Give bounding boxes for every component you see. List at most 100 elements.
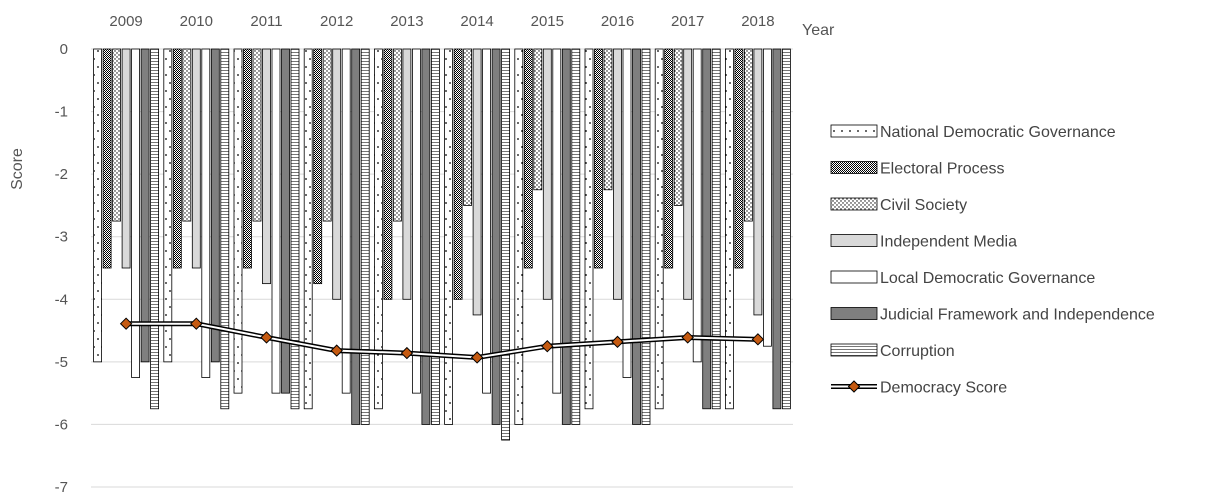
bar-judicial-framework-and-independence-2018 — [772, 48, 782, 410]
bar-electoral-process-2009 — [102, 48, 112, 269]
bar-local-democratic-governance-2015 — [552, 48, 562, 394]
bar-judicial-framework-and-independence-2014 — [491, 48, 501, 425]
bar-judicial-framework-and-independence-2015 — [561, 48, 571, 425]
democracy-score-point-2010 — [190, 317, 203, 330]
y-tick-label: -1 — [55, 104, 68, 121]
democracy-score-point-2015 — [541, 340, 554, 353]
bar-independent-media-2012 — [332, 48, 342, 300]
legend-swatch — [830, 307, 878, 320]
bar-judicial-framework-and-independence-2011 — [281, 48, 290, 394]
bar-independent-media-2010 — [191, 48, 201, 269]
bar-national-democratic-governance-2018 — [725, 48, 734, 410]
bar-judicial-framework-and-independence-2010 — [210, 48, 220, 363]
x-tick-label: 2015 — [531, 13, 564, 30]
democracy-score-point-2016 — [611, 335, 624, 349]
bar-judicial-framework-and-independence-2009 — [140, 48, 150, 363]
x-tick-labels: 2009 2010 2011 2012 2013 2014 2015 2016 2017 2018 — [109, 13, 774, 30]
democracy-score-point-2012 — [330, 344, 343, 357]
bar-independent-media-2014 — [472, 48, 482, 316]
legend: National Democratic Governance Electoral … — [830, 124, 1155, 397]
bar-judicial-framework-and-independence-2013 — [421, 48, 431, 425]
y-tick-label: -2 — [55, 166, 68, 183]
bar-national-democratic-governance-2017 — [654, 48, 664, 410]
bar-national-democratic-governance-2011 — [233, 48, 243, 394]
legend-swatch — [830, 234, 878, 247]
bar-corruption-2017 — [711, 48, 721, 410]
y-tick-label: -4 — [55, 291, 68, 308]
bar-corruption-2011 — [290, 48, 300, 410]
bar-corruption-2012 — [360, 48, 370, 425]
bar-national-democratic-governance-2015 — [514, 48, 524, 425]
bar-civil-society-2010 — [182, 48, 192, 222]
x-tick-label: 2009 — [109, 13, 142, 30]
bar-corruption-2015 — [571, 48, 581, 425]
x-tick-label: 2014 — [460, 13, 493, 30]
bar-electoral-process-2010 — [172, 48, 182, 269]
legend-label: Independent Media — [880, 234, 1017, 251]
bar-corruption-2014 — [501, 48, 511, 441]
x-tick-label: 2016 — [601, 13, 634, 30]
bar-electoral-process-2011 — [243, 48, 252, 269]
legend-item-local-democratic-governance: Local Democratic Governance — [830, 270, 1095, 287]
bar-judicial-framework-and-independence-2012 — [351, 48, 361, 425]
x-tick-label: 2013 — [390, 13, 423, 30]
bar-civil-society-2012 — [322, 48, 332, 222]
legend-label: Electoral Process — [880, 161, 1005, 178]
bar-electoral-process-2012 — [313, 48, 323, 285]
bar-local-democratic-governance-2011 — [271, 48, 281, 394]
bar-judicial-framework-and-independence-2016 — [632, 48, 641, 425]
bar-independent-media-2013 — [402, 48, 412, 300]
bar-local-democratic-governance-2016 — [622, 48, 632, 378]
x-tick-label: 2011 — [250, 13, 282, 30]
legend-swatch — [830, 270, 878, 284]
legend-label: Local Democratic Governance — [880, 270, 1095, 287]
democracy-score-point-2009 — [119, 317, 133, 330]
legend-item-corruption: Corruption — [830, 343, 955, 360]
bar-civil-society-2018 — [744, 48, 753, 222]
legend-label: Democracy Score — [880, 380, 1007, 397]
bar-civil-society-2014 — [463, 48, 473, 206]
bar-local-democratic-governance-2017 — [692, 48, 702, 363]
bar-civil-society-2011 — [252, 48, 262, 222]
bar-corruption-2018 — [782, 48, 791, 410]
legend-label: National Democratic Governance — [880, 124, 1116, 141]
bar-independent-media-2016 — [613, 48, 622, 300]
legend-item-national-democratic-governance: National Democratic Governance — [830, 124, 1116, 141]
legend-swatch — [830, 161, 878, 174]
legend-item-civil-society: Civil Society — [830, 197, 967, 214]
bar-national-democratic-governance-2009 — [93, 48, 102, 363]
legend-swatch — [830, 124, 878, 138]
y-tick-labels: 0 -1 -2 -3 -4 -5 -6 -7 — [55, 41, 68, 496]
democracy-score-point-2013 — [400, 346, 414, 360]
legend-marker — [847, 380, 861, 393]
y-tick-label: 0 — [60, 41, 68, 58]
legend-item-independent-media: Independent Media — [830, 234, 1017, 251]
bar-independent-media-2017 — [683, 48, 693, 300]
bar-national-democratic-governance-2012 — [303, 48, 313, 410]
legend-item-electoral-process: Electoral Process — [830, 161, 1005, 178]
bars — [93, 48, 791, 441]
bar-national-democratic-governance-2014 — [444, 48, 454, 425]
bar-national-democratic-governance-2016 — [584, 48, 594, 410]
democracy-score-point-2011 — [260, 331, 273, 344]
legend-label: Corruption — [880, 343, 955, 360]
y-tick-label: -7 — [55, 479, 68, 496]
bar-independent-media-2009 — [121, 48, 131, 269]
bar-electoral-process-2013 — [383, 48, 393, 300]
bar-independent-media-2018 — [753, 48, 763, 316]
bar-national-democratic-governance-2010 — [163, 48, 173, 363]
bar-civil-society-2013 — [392, 48, 402, 222]
legend-label: Civil Society — [880, 197, 967, 214]
democracy-score-point-2014 — [470, 351, 484, 364]
democracy-score-line — [119, 317, 765, 364]
legend-swatch — [830, 197, 878, 211]
legend-label: Judicial Framework and Independence — [880, 307, 1155, 324]
bar-national-democratic-governance-2013 — [373, 48, 383, 410]
bar-electoral-process-2018 — [734, 48, 744, 269]
bar-local-democratic-governance-2010 — [201, 48, 211, 378]
legend-swatch — [830, 343, 878, 357]
x-tick-label: 2010 — [180, 13, 213, 30]
legend-item-democracy-score: Democracy Score — [831, 380, 1007, 397]
bar-electoral-process-2015 — [523, 48, 533, 269]
